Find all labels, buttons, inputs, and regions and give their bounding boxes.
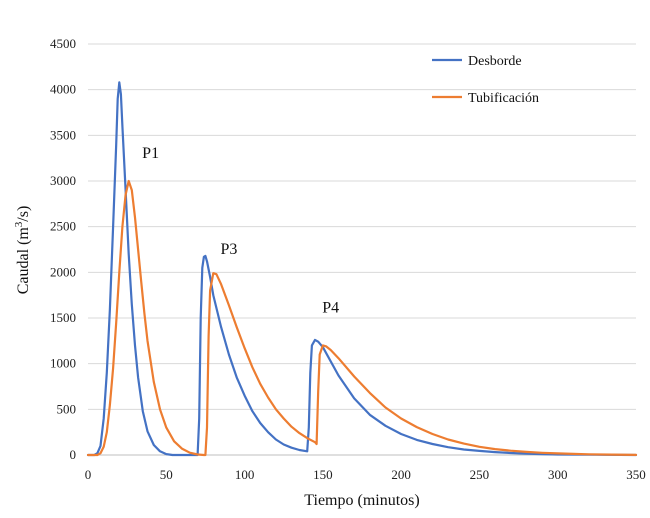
y-tick-label: 4000	[50, 82, 76, 97]
y-tick-label: 1500	[50, 310, 76, 325]
y-tick-label: 4500	[50, 36, 76, 51]
legend: Desborde Tubificación	[432, 54, 539, 106]
x-tick-label: 150	[313, 467, 333, 482]
x-axis-title: Tiempo (minutos)	[304, 492, 419, 509]
series-lines	[86, 81, 638, 457]
legend-label: Tubificación	[468, 91, 539, 106]
y-tick-label: 3000	[50, 173, 76, 188]
y-tick-label: 0	[70, 447, 77, 462]
y-axis-title-unit: /s)	[15, 206, 32, 222]
annotation-label: P1	[142, 145, 159, 162]
x-tick-label: 350	[626, 467, 646, 482]
y-axis-title-sup: 3	[13, 221, 25, 227]
x-tick-label: 250	[470, 467, 490, 482]
gridlines	[88, 43, 636, 410]
y-axis-title-main: Caudal (m	[15, 227, 32, 295]
series-line-2	[86, 179, 638, 457]
x-tick-label: 300	[548, 467, 568, 482]
y-tick-label: 2500	[50, 219, 76, 234]
y-tick-label: 3500	[50, 127, 76, 142]
x-tick-label: 50	[160, 467, 173, 482]
x-tick-label: 100	[235, 467, 255, 482]
y-tick-label: 2000	[50, 264, 76, 279]
y-tick-label: 1000	[50, 356, 76, 371]
series-line-1	[86, 81, 638, 457]
annotation-label: P4	[322, 300, 339, 317]
x-tick-label: 0	[85, 467, 92, 482]
y-axis-title: Caudal (m3/s)	[13, 206, 32, 295]
annotations: P1 P3 P4	[142, 145, 339, 316]
y-tick-label: 500	[57, 401, 77, 416]
x-tick-label: 200	[391, 467, 411, 482]
annotation-label: P3	[220, 241, 237, 258]
legend-label: Desborde	[468, 54, 522, 69]
